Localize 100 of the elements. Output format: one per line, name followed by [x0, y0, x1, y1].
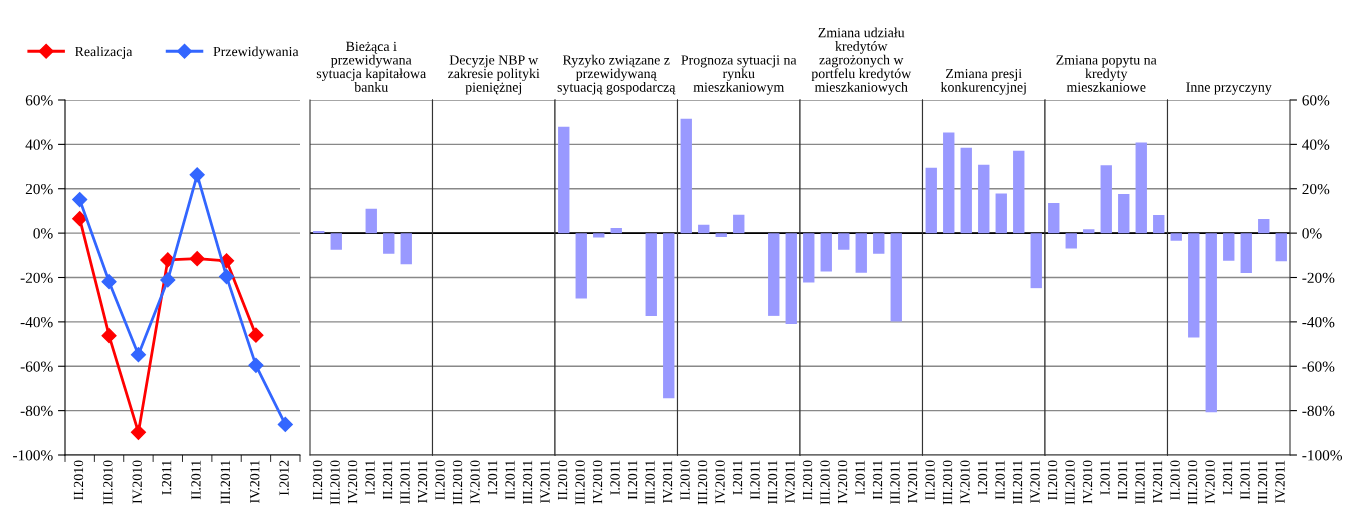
y-tick-label: 20%	[25, 183, 53, 195]
chart-title: Zmiana popytu na kredyty mieszkaniowe	[1056, 55, 1157, 92]
x-tick-label: III.2011	[522, 460, 533, 504]
x-tick-label: I.2011	[161, 460, 172, 495]
x-tick-label: I.2011	[1100, 460, 1110, 495]
x-tick-label: II.2010	[1170, 460, 1180, 500]
x-tick-label: IV.2010	[592, 460, 603, 504]
point	[160, 252, 176, 268]
x-tick-label: I.2011	[732, 460, 743, 495]
bar	[995, 193, 1007, 234]
x-tick-label: III.2010	[330, 460, 340, 505]
x-tick-label: III.2011	[645, 460, 655, 504]
x-tick-label: III.2010	[1187, 460, 1198, 505]
x-tick-label: II.2011	[1117, 460, 1128, 500]
x-tick-label: III.2010	[942, 460, 953, 505]
x-tick-label: IV.2010	[132, 460, 142, 504]
chart-title: Bieżąca i przewidywana sytuacja kapitałowa banku	[316, 41, 427, 92]
chart-title: Zmiana udziału kredytów zagrożonych w portfelu kredytów mieszkaniowych	[811, 27, 912, 95]
y-tick-label: -100%	[1302, 450, 1343, 461]
y-tick-label: -20%	[1302, 272, 1335, 283]
x-tick-label: IV.2010	[470, 460, 480, 504]
x-tick-label: I.2011	[1222, 460, 1233, 495]
y-tick-label: -80%	[20, 405, 53, 417]
x-tick-label: I.2011	[487, 460, 498, 495]
x-tick-label: IV.2011	[662, 460, 673, 503]
bar	[978, 164, 990, 234]
y-tick-label: 60%	[1302, 95, 1330, 106]
bar	[1048, 202, 1060, 234]
legend-label: Przewidywania	[213, 46, 299, 60]
x-tick-label: IV.2010	[837, 460, 848, 504]
point	[218, 269, 235, 285]
bar	[680, 118, 692, 234]
x-tick-label: II.2011	[750, 460, 760, 500]
bar	[1030, 233, 1042, 289]
y-tick-label: -40%	[20, 317, 53, 328]
y-tick-label: -60%	[20, 361, 53, 372]
x-tick-label: IV.2010	[715, 460, 725, 504]
y-tick-label: -100%	[13, 450, 53, 461]
x-tick-label: III.2010	[103, 460, 113, 505]
bar	[943, 132, 955, 234]
y-tick-label: -60%	[1302, 361, 1335, 372]
y-tick-label: 0%	[1302, 228, 1322, 239]
x-tick-label: IV.2010	[960, 460, 970, 504]
y-tick-label: 40%	[25, 139, 53, 150]
x-tick-label: I.2011	[610, 460, 620, 495]
x-tick-label: IV.2010	[347, 460, 358, 504]
y-tick-label: 20%	[1302, 183, 1330, 195]
x-tick-label: II.2010	[557, 460, 568, 500]
x-tick-label: IV.2011	[540, 460, 550, 503]
bar	[1065, 233, 1077, 249]
x-tick-label: II.2010	[312, 460, 323, 500]
x-tick-label: II.2010	[73, 460, 84, 500]
bar	[698, 224, 710, 234]
x-tick-label: IV.2010	[1082, 460, 1093, 504]
y-tick-label: 60%	[25, 95, 53, 106]
y-tick-label: -80%	[1302, 405, 1335, 417]
bar	[1083, 229, 1095, 234]
x-tick-label: III.2010	[575, 460, 585, 505]
point	[101, 328, 117, 344]
y-tick-label: -20%	[20, 272, 53, 283]
chart-title: Ryzyko związane z przewidywaną sytuacją gospodarczą	[557, 54, 676, 95]
bar	[1135, 142, 1147, 234]
x-tick-label: III.2010	[452, 460, 463, 505]
point	[130, 347, 147, 363]
bar	[1153, 214, 1165, 234]
bar	[1100, 165, 1112, 234]
x-tick-label: III.2011	[220, 460, 231, 504]
point	[277, 416, 293, 432]
x-tick-label: II.2011	[505, 460, 515, 500]
x-tick-label: IV.2011	[1275, 460, 1285, 503]
y-tick-label: 40%	[1302, 139, 1330, 150]
x-tick-label: IV.2010	[1205, 460, 1215, 504]
x-tick-label: IV.2011	[1030, 460, 1040, 503]
bar	[925, 167, 937, 234]
x-tick-label: IV.2011	[417, 460, 428, 503]
x-tick-label: IV.2011	[250, 460, 260, 503]
x-tick-label: II.2011	[191, 460, 201, 500]
bar	[785, 233, 797, 325]
chart-title: Zmiana presji konkurencyjnej	[940, 68, 1026, 95]
x-tick-label: III.2010	[1065, 460, 1075, 505]
point	[72, 192, 88, 208]
x-tick-label: III.2011	[1135, 460, 1145, 504]
bar	[1118, 194, 1130, 234]
x-tick-label: II.2011	[995, 460, 1005, 500]
x-tick-label: II.2010	[680, 460, 690, 500]
point	[248, 357, 264, 373]
x-tick-label: III.2011	[767, 460, 778, 504]
x-tick-label: III.2011	[1012, 460, 1023, 504]
chart-title: Decyzje NBP w zakresie polityki pieniężnej	[448, 55, 540, 95]
bar	[715, 233, 727, 238]
point	[72, 211, 88, 227]
x-tick-label: I.2011	[855, 460, 865, 495]
x-tick-label: II.2011	[872, 460, 883, 500]
chart-title: Inne przyczyny	[1186, 82, 1272, 95]
x-tick-label: III.2011	[890, 460, 900, 504]
x-tick-label: I.2012	[279, 460, 289, 496]
x-tick-label: II.2011	[382, 460, 393, 500]
point	[189, 251, 205, 267]
x-tick-label: II.2010	[435, 460, 445, 500]
x-tick-label: III.2011	[400, 460, 410, 504]
